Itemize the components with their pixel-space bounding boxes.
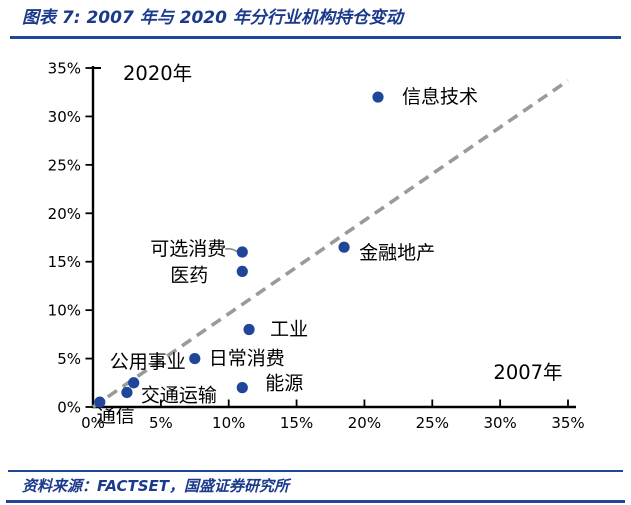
point-financials-real-estate [338, 241, 350, 253]
x-axis-year-label: 2007年 [493, 361, 562, 384]
x-tick-label: 15% [280, 414, 313, 432]
y-tick-label: 25% [48, 156, 81, 174]
point-energy [236, 382, 248, 394]
x-tick-label: 35% [551, 414, 584, 432]
label-utilities: 公用事业 [110, 351, 186, 373]
label-financials-real-estate: 金融地产 [359, 242, 435, 264]
label-energy: 能源 [265, 373, 303, 395]
x-tick-label: 10% [212, 414, 245, 432]
label-leader-line [225, 247, 238, 253]
point-industrials [243, 323, 255, 336]
label-telecom: 通信 [97, 405, 135, 427]
point-utilities [128, 377, 140, 389]
point-consumer-discretionary [236, 246, 248, 258]
label-consumer-staples: 日常消费 [209, 348, 285, 370]
axes [91, 66, 576, 409]
y-axis-year-label: 2020年 [123, 62, 192, 85]
point-transportation [121, 386, 133, 399]
label-industrials: 工业 [270, 319, 308, 341]
y-tick-label: 35% [48, 60, 81, 78]
y-tick-label: 0% [57, 399, 81, 417]
chart-title: 图表 7: 2007 年与 2020 年分行业机构持仓变动 [22, 8, 403, 28]
y-tick-label: 10% [48, 302, 81, 320]
y-tick-label: 20% [48, 205, 81, 223]
label-info-tech: 信息技术 [402, 86, 478, 108]
y-tick-label: 5% [57, 350, 81, 368]
point-info-tech [372, 91, 384, 103]
x-tick-label: 0% [81, 414, 105, 432]
footer-divider [8, 470, 623, 472]
bottom-border [6, 500, 625, 503]
x-tick-label: 25% [416, 414, 449, 432]
x-tick-label: 20% [348, 414, 381, 432]
title-divider [10, 36, 621, 39]
y-tick-label: 15% [48, 253, 81, 271]
point-telecom [94, 396, 106, 408]
label-transportation: 交通运输 [141, 384, 217, 406]
y-tick-label: 30% [48, 108, 81, 126]
label-healthcare: 医药 [170, 264, 208, 286]
source-note: 资料来源：FACTSET，国盛证券研究所 [22, 477, 289, 495]
diagonal-reference-line [91, 79, 570, 409]
x-axis-ticks: 0% 5% 10% 15% 20% 25% 30% 35% [81, 399, 585, 432]
label-consumer-discretionary: 可选消费 [150, 238, 226, 260]
x-tick-label: 5% [149, 414, 173, 432]
x-tick-label: 30% [483, 414, 516, 432]
point-consumer-staples [189, 352, 201, 365]
point-healthcare [236, 265, 248, 277]
y-axis-ticks: 0% 5% 10% 15% 20% 25% 30% 35% [48, 60, 93, 417]
